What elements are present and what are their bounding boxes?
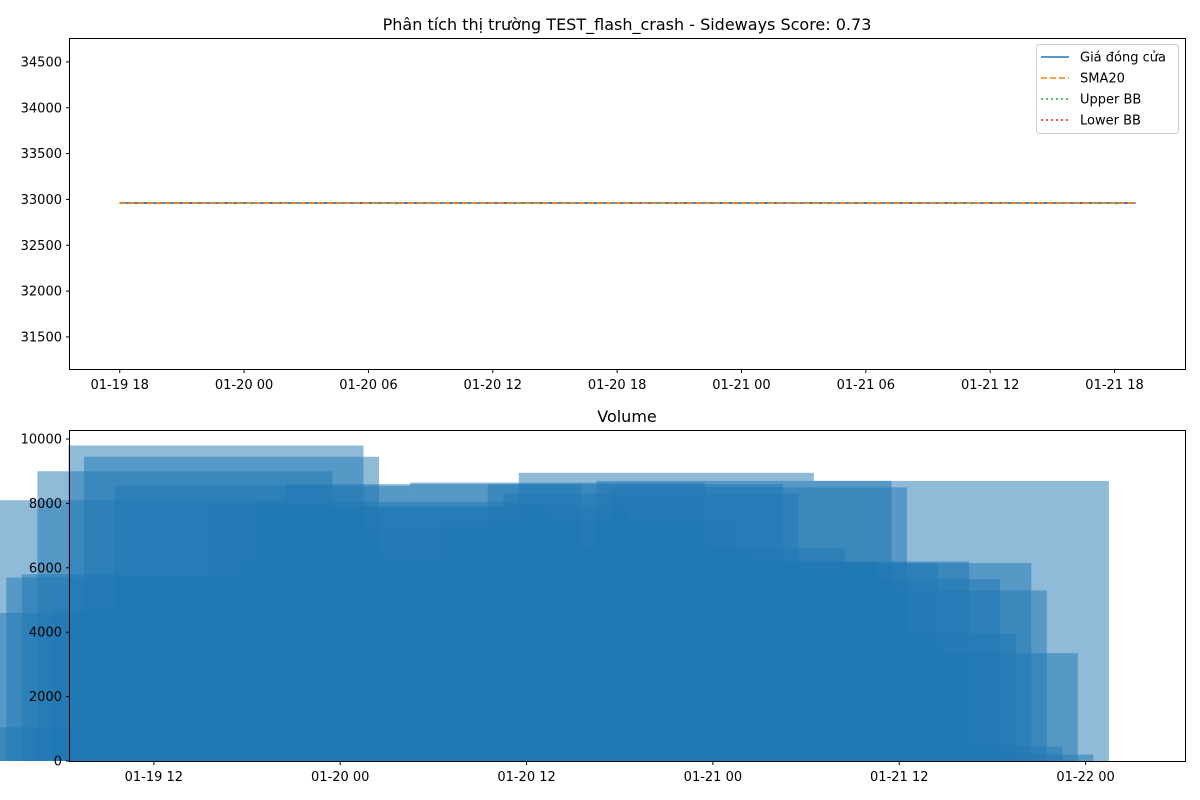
y-tick-label: 34500 — [21, 55, 62, 70]
x-tick-label: 01-20 12 — [464, 378, 522, 393]
y-tick-label: 8000 — [29, 497, 62, 512]
volume-axes-frame — [69, 430, 1186, 762]
x-tick-label: 01-19 12 — [125, 770, 183, 785]
y-tick-label: 31500 — [21, 330, 62, 345]
x-tick-label: 01-21 00 — [712, 378, 770, 393]
price-chart: Phân tích thị trường TEST_flash_crash - … — [21, 15, 1186, 393]
x-tick-label: 01-21 12 — [870, 770, 928, 785]
legend-box — [1036, 44, 1179, 134]
x-tick-label: 01-20 18 — [588, 378, 646, 393]
price-axes-frame — [69, 38, 1186, 370]
x-tick-label: 01-20 00 — [215, 378, 273, 393]
price-legend: Giá đóng cửa SMA20 Upper BB Lower BB — [1036, 44, 1179, 134]
y-tick-label: 34000 — [21, 101, 62, 116]
y-tick-label: 33000 — [21, 193, 62, 208]
x-tick-label: 01-21 18 — [1085, 378, 1143, 393]
y-tick-label: 10000 — [21, 433, 62, 448]
y-tick-label: 33500 — [21, 147, 62, 162]
y-tick-label: 32000 — [21, 285, 62, 300]
x-tick-label: 01-19 18 — [91, 378, 149, 393]
x-tick-label: 01-21 12 — [961, 378, 1019, 393]
legend-label: SMA20 — [1080, 72, 1125, 87]
y-tick-label: 6000 — [29, 561, 62, 576]
x-tick-label: 01-20 06 — [339, 378, 397, 393]
legend-label: Upper BB — [1080, 93, 1141, 108]
x-tick-label: 01-20 00 — [311, 770, 369, 785]
y-tick-label: 0 — [54, 755, 62, 770]
x-tick-label: 01-22 00 — [1056, 770, 1114, 785]
volume-chart: Volume 0 2000 4000 6000 8000 10000 01-19 12 01-… — [0, 407, 1186, 785]
legend-label: Giá đóng cửa — [1080, 51, 1166, 66]
x-tick-label: 01-21 06 — [837, 378, 895, 393]
price-chart-title: Phân tích thị trường TEST_flash_crash - … — [383, 15, 872, 35]
volume-bar — [813, 480, 1109, 761]
x-tick-label: 01-20 12 — [497, 770, 555, 785]
x-tick-label: 01-21 00 — [684, 770, 742, 785]
volume-chart-title: Volume — [597, 407, 657, 426]
y-tick-label: 32500 — [21, 239, 62, 254]
legend-label: Lower BB — [1080, 114, 1141, 129]
y-tick-label: 4000 — [29, 626, 62, 641]
y-tick-label: 2000 — [29, 690, 62, 705]
volume-plot-area — [0, 445, 1109, 761]
